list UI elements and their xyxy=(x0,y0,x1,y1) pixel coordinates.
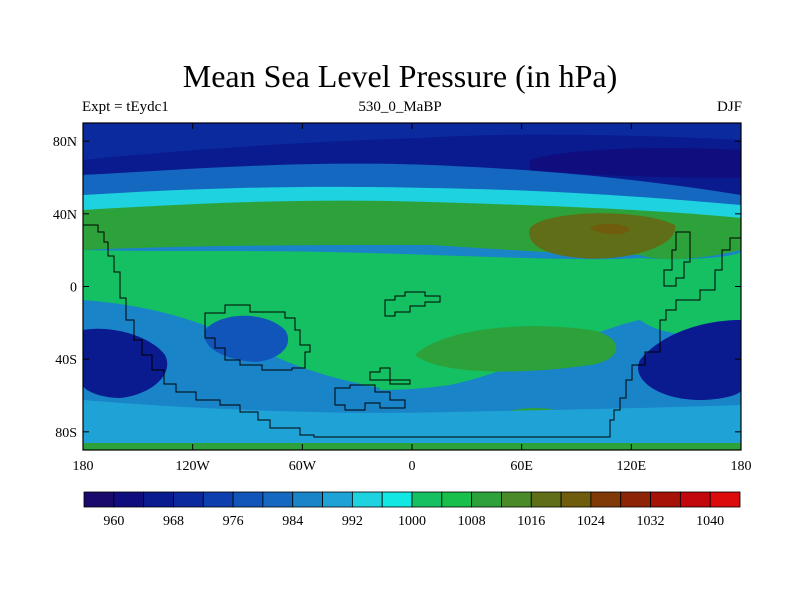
colorbar-swatch xyxy=(530,491,562,508)
colorbar-swatch xyxy=(471,491,502,508)
colorbar-swatch xyxy=(501,491,532,508)
colorbar-swatch xyxy=(113,491,145,508)
coastline-east-island xyxy=(663,231,691,287)
colorbar-swatch xyxy=(292,491,323,508)
x-tick-label: 60W xyxy=(289,459,317,474)
axis-ticks xyxy=(82,123,742,450)
colorbar-labels: 960 968 976 984 992 1000 1008 1016 1024 1032 1040 xyxy=(103,514,724,529)
x-tick-label: 120E xyxy=(617,459,647,474)
colorbar-swatch xyxy=(232,491,264,508)
coastlines xyxy=(83,224,741,438)
colorbar-swatch xyxy=(709,491,741,508)
asian-high xyxy=(529,213,676,259)
colorbar-swatch xyxy=(560,491,592,508)
x-tick-label: 60E xyxy=(510,459,533,474)
colorbar-swatch xyxy=(650,491,681,508)
colorbar-swatch xyxy=(83,491,115,508)
coastline-south-island-a xyxy=(334,384,406,411)
colorbar-swatch xyxy=(351,491,383,508)
colorbar-swatch xyxy=(441,491,473,508)
colorbar-swatch xyxy=(262,491,294,508)
north-inner xyxy=(83,123,741,160)
colorbar-swatch xyxy=(381,491,413,508)
colorbar-label: 1008 xyxy=(458,514,486,529)
colorbar-swatch xyxy=(679,491,711,508)
x-tick-label: 120W xyxy=(176,459,211,474)
colorbar-label: 1016 xyxy=(517,514,545,529)
colorbar-swatch xyxy=(590,491,622,508)
chart-title: Mean Sea Level Pressure (in hPa) xyxy=(182,58,618,94)
colorbar-label: 976 xyxy=(223,514,244,529)
coastline-south-island-b xyxy=(369,367,411,385)
season-label: DJF xyxy=(716,99,742,115)
colorbar-label: 1032 xyxy=(637,514,665,529)
colorbar xyxy=(83,491,741,508)
colorbar-label: 960 xyxy=(103,514,124,529)
coastline-central-island xyxy=(384,291,441,317)
colorbar-label: 984 xyxy=(282,514,303,529)
colorbar-label: 1000 xyxy=(398,514,426,529)
x-tick-label: 180 xyxy=(731,459,752,474)
y-tick-label: 80N xyxy=(53,135,77,150)
colorbar-swatch xyxy=(143,491,174,508)
asian-high-core xyxy=(590,223,630,235)
y-tick-label: 40N xyxy=(53,208,77,223)
x-tick-label: 180 xyxy=(73,459,94,474)
y-tick-label: 80S xyxy=(55,426,77,441)
north-low-east xyxy=(530,148,741,178)
experiment-label: Expt = tEydc1 xyxy=(82,99,169,115)
colorbar-swatch xyxy=(202,491,234,508)
y-tick-label: 40S xyxy=(55,353,77,368)
time-label: 530_0_MaBP xyxy=(358,99,442,115)
y-tick-label: 0 xyxy=(70,281,77,296)
southern-midlat xyxy=(83,300,380,430)
south-high-central xyxy=(415,326,617,372)
colorbar-label: 1040 xyxy=(696,514,724,529)
north-subtropics xyxy=(83,186,741,230)
colorbar-label: 968 xyxy=(163,514,184,529)
coastline-pacific-island xyxy=(204,304,311,371)
x-tick-label: 0 xyxy=(409,459,416,474)
axis-labels: 180 120W 60W 0 60E 120E 180 80N 40N 0 40S 80S xyxy=(53,135,752,474)
colorbar-swatch xyxy=(411,491,443,508)
colorbar-label: 992 xyxy=(342,514,363,529)
colorbar-swatch xyxy=(173,491,204,508)
colorbar-swatch xyxy=(620,491,651,508)
south-low-west xyxy=(83,328,168,398)
colorbar-label: 1024 xyxy=(577,514,605,529)
coastline-west xyxy=(83,224,741,438)
colorbar-swatch xyxy=(322,491,353,508)
pressure-field xyxy=(83,123,741,450)
south-low-east xyxy=(638,320,741,400)
